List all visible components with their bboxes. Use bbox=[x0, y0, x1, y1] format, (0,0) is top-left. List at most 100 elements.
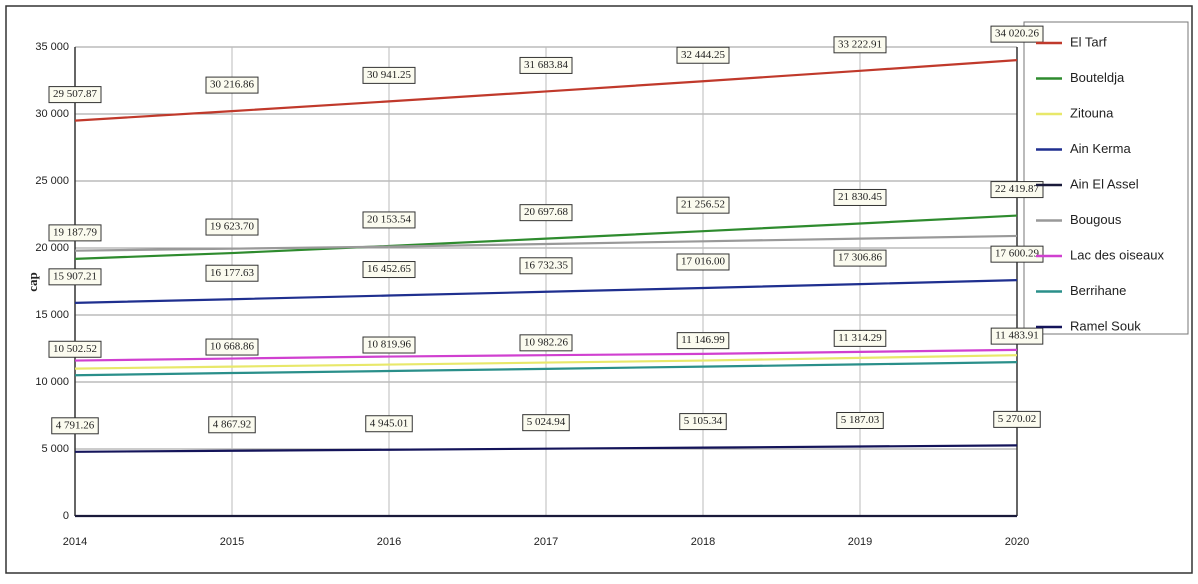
legend-label: El Tarf bbox=[1070, 34, 1107, 49]
value-label-box bbox=[519, 334, 573, 352]
value-label: 11 483.91 bbox=[995, 330, 1039, 342]
y-tick-label: 25 000 bbox=[35, 175, 69, 187]
value-label-box bbox=[362, 261, 416, 279]
value-label-box bbox=[519, 204, 573, 222]
legend-label: Bougous bbox=[1070, 212, 1122, 227]
legend-label: Lac des oiseaux bbox=[1070, 247, 1164, 262]
value-label: 17 016.00 bbox=[681, 256, 726, 268]
value-label-box bbox=[836, 411, 884, 429]
legend-label: Ain Kerma bbox=[1070, 141, 1131, 156]
value-label-box bbox=[205, 218, 259, 236]
value-label: 19 623.70 bbox=[210, 221, 255, 233]
value-label-box bbox=[522, 414, 570, 432]
value-label-box bbox=[519, 257, 573, 275]
value-label: 10 502.52 bbox=[53, 343, 97, 355]
y-tick-label: 10 000 bbox=[35, 376, 69, 388]
value-label: 32 444.25 bbox=[681, 49, 726, 61]
value-label-box bbox=[676, 196, 730, 214]
value-label: 4 791.26 bbox=[56, 419, 95, 431]
value-label: 29 507.87 bbox=[53, 88, 98, 100]
value-label: 10 819.96 bbox=[367, 339, 412, 351]
y-tick-label: 20 000 bbox=[35, 242, 69, 254]
y-tick-label: 0 bbox=[63, 510, 69, 522]
x-tick-label: 2016 bbox=[377, 536, 401, 548]
value-label-box bbox=[833, 36, 887, 54]
value-label: 30 941.25 bbox=[367, 69, 412, 81]
value-label: 5 105.34 bbox=[684, 415, 723, 427]
series-line bbox=[74, 361, 1018, 377]
x-tick-label: 2017 bbox=[534, 536, 558, 548]
value-label: 5 270.02 bbox=[998, 413, 1037, 425]
value-label: 22 419.87 bbox=[995, 183, 1040, 195]
value-label-box bbox=[205, 76, 259, 94]
value-label: 10 982.26 bbox=[524, 336, 569, 348]
value-label: 31 683.84 bbox=[524, 59, 569, 71]
value-label: 15 907.21 bbox=[53, 270, 97, 282]
value-label-box bbox=[48, 340, 102, 358]
x-tick-label: 2019 bbox=[848, 536, 872, 548]
y-tick-label: 5 000 bbox=[41, 443, 69, 455]
series-line bbox=[74, 279, 1018, 304]
series-line bbox=[74, 354, 1018, 370]
value-label-box bbox=[205, 338, 259, 356]
value-label: 16 177.63 bbox=[210, 267, 255, 279]
value-label: 33 222.91 bbox=[838, 38, 882, 50]
value-label-box bbox=[48, 224, 102, 242]
value-label-box bbox=[365, 415, 413, 433]
value-label-box bbox=[208, 416, 256, 434]
y-tick-label: 15 000 bbox=[35, 309, 69, 321]
value-label: 4 867.92 bbox=[213, 418, 252, 430]
x-tick-label: 2018 bbox=[691, 536, 715, 548]
value-label: 10 668.86 bbox=[210, 341, 255, 353]
value-label-box bbox=[993, 410, 1041, 428]
value-label-box bbox=[362, 66, 416, 84]
value-label-box bbox=[679, 413, 727, 431]
value-label: 16 452.65 bbox=[367, 263, 412, 275]
value-label-box bbox=[48, 268, 102, 286]
value-label: 5 024.94 bbox=[527, 416, 566, 428]
value-label: 16 732.35 bbox=[524, 259, 569, 271]
value-label-box bbox=[519, 56, 573, 74]
value-label-box bbox=[833, 329, 887, 347]
value-label-box bbox=[676, 253, 730, 271]
value-label-box bbox=[833, 188, 887, 206]
value-label: 4 945.01 bbox=[370, 417, 409, 429]
series-line bbox=[74, 234, 1018, 252]
value-label: 11 314.29 bbox=[838, 332, 882, 344]
value-label: 21 830.45 bbox=[838, 191, 883, 203]
value-label-box bbox=[205, 264, 259, 282]
value-label: 21 256.52 bbox=[681, 199, 725, 211]
series-line bbox=[74, 59, 1018, 122]
legend-label: Zitouna bbox=[1070, 105, 1114, 120]
value-label-box bbox=[990, 181, 1044, 199]
series-line bbox=[74, 348, 1018, 362]
value-label: 11 146.99 bbox=[681, 334, 725, 346]
x-tick-label: 2020 bbox=[1005, 536, 1029, 548]
value-label-box bbox=[990, 327, 1044, 345]
value-label-box bbox=[51, 417, 99, 435]
series-line bbox=[74, 214, 1018, 260]
value-label: 20 697.68 bbox=[524, 206, 569, 218]
value-label-box bbox=[990, 25, 1044, 43]
value-label: 19 187.79 bbox=[53, 226, 98, 238]
y-tick-label: 30 000 bbox=[35, 108, 69, 120]
legend-label: Berrihane bbox=[1070, 283, 1126, 298]
x-tick-label: 2015 bbox=[220, 536, 244, 548]
legend-label: Ramel Souk bbox=[1070, 318, 1141, 333]
value-label-box bbox=[833, 249, 887, 267]
x-tick-label: 2014 bbox=[63, 536, 87, 548]
value-label: 17 600.29 bbox=[995, 248, 1040, 260]
legend-box bbox=[1023, 21, 1189, 335]
legend-label: Bouteldja bbox=[1070, 70, 1125, 85]
value-label: 17 306.86 bbox=[838, 252, 883, 264]
value-label-box bbox=[990, 245, 1044, 263]
value-label: 5 187.03 bbox=[841, 414, 880, 426]
value-label: 30 216.86 bbox=[210, 79, 255, 91]
value-label: 34 020.26 bbox=[995, 28, 1040, 40]
series-line bbox=[74, 444, 1018, 453]
value-label-box bbox=[362, 211, 416, 229]
value-label-box bbox=[362, 336, 416, 354]
value-label-box bbox=[676, 46, 730, 64]
legend-label: Ain El Assel bbox=[1070, 176, 1139, 191]
